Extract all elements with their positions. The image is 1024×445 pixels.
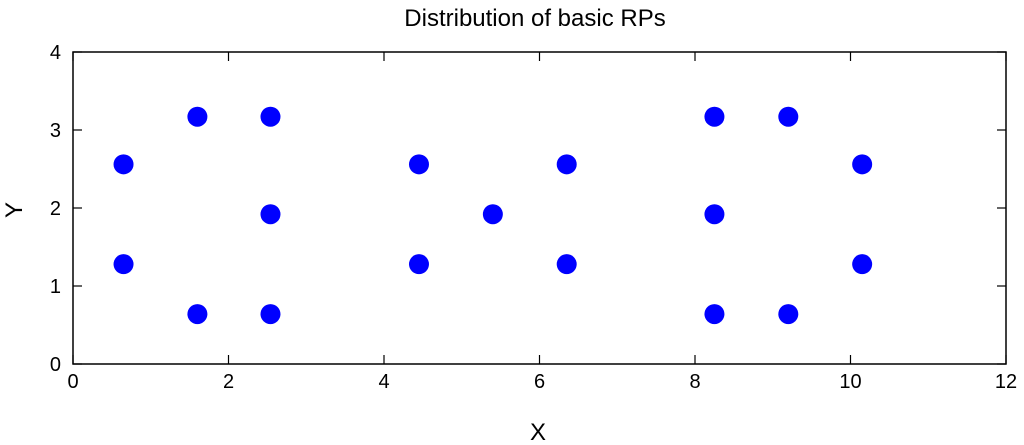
data-point bbox=[482, 204, 503, 225]
x-tick-label: 6 bbox=[534, 371, 545, 393]
data-point bbox=[408, 254, 429, 275]
data-point bbox=[408, 154, 429, 175]
y-axis-label: Y bbox=[1, 202, 28, 218]
data-point bbox=[260, 106, 281, 127]
x-tick-label: 0 bbox=[67, 371, 78, 393]
data-point bbox=[260, 204, 281, 225]
x-axis-label: X bbox=[530, 419, 546, 445]
data-point bbox=[187, 304, 208, 325]
x-tick-label: 4 bbox=[378, 371, 389, 393]
data-point bbox=[187, 106, 208, 127]
y-tick-label: 1 bbox=[50, 276, 61, 298]
y-tick-label: 0 bbox=[50, 354, 61, 376]
data-point bbox=[704, 204, 725, 225]
data-point bbox=[852, 154, 873, 175]
data-point bbox=[260, 304, 281, 325]
x-tick-label: 10 bbox=[839, 371, 861, 393]
y-tick-label: 2 bbox=[50, 198, 61, 220]
data-points bbox=[113, 106, 873, 325]
data-point bbox=[704, 304, 725, 325]
y-tick-label: 4 bbox=[50, 42, 61, 64]
data-point bbox=[113, 254, 134, 275]
x-tick-label: 2 bbox=[223, 371, 234, 393]
y-tick-label: 3 bbox=[50, 120, 61, 142]
data-point bbox=[704, 106, 725, 127]
data-point bbox=[556, 254, 577, 275]
data-point bbox=[778, 106, 799, 127]
data-point bbox=[852, 254, 873, 275]
x-tick-label: 12 bbox=[995, 371, 1017, 393]
x-tick-label: 8 bbox=[689, 371, 700, 393]
data-point bbox=[113, 154, 134, 175]
chart-title: Distribution of basic RPs bbox=[404, 5, 665, 32]
data-point bbox=[778, 304, 799, 325]
plot-area bbox=[72, 51, 1007, 365]
data-point bbox=[556, 154, 577, 175]
